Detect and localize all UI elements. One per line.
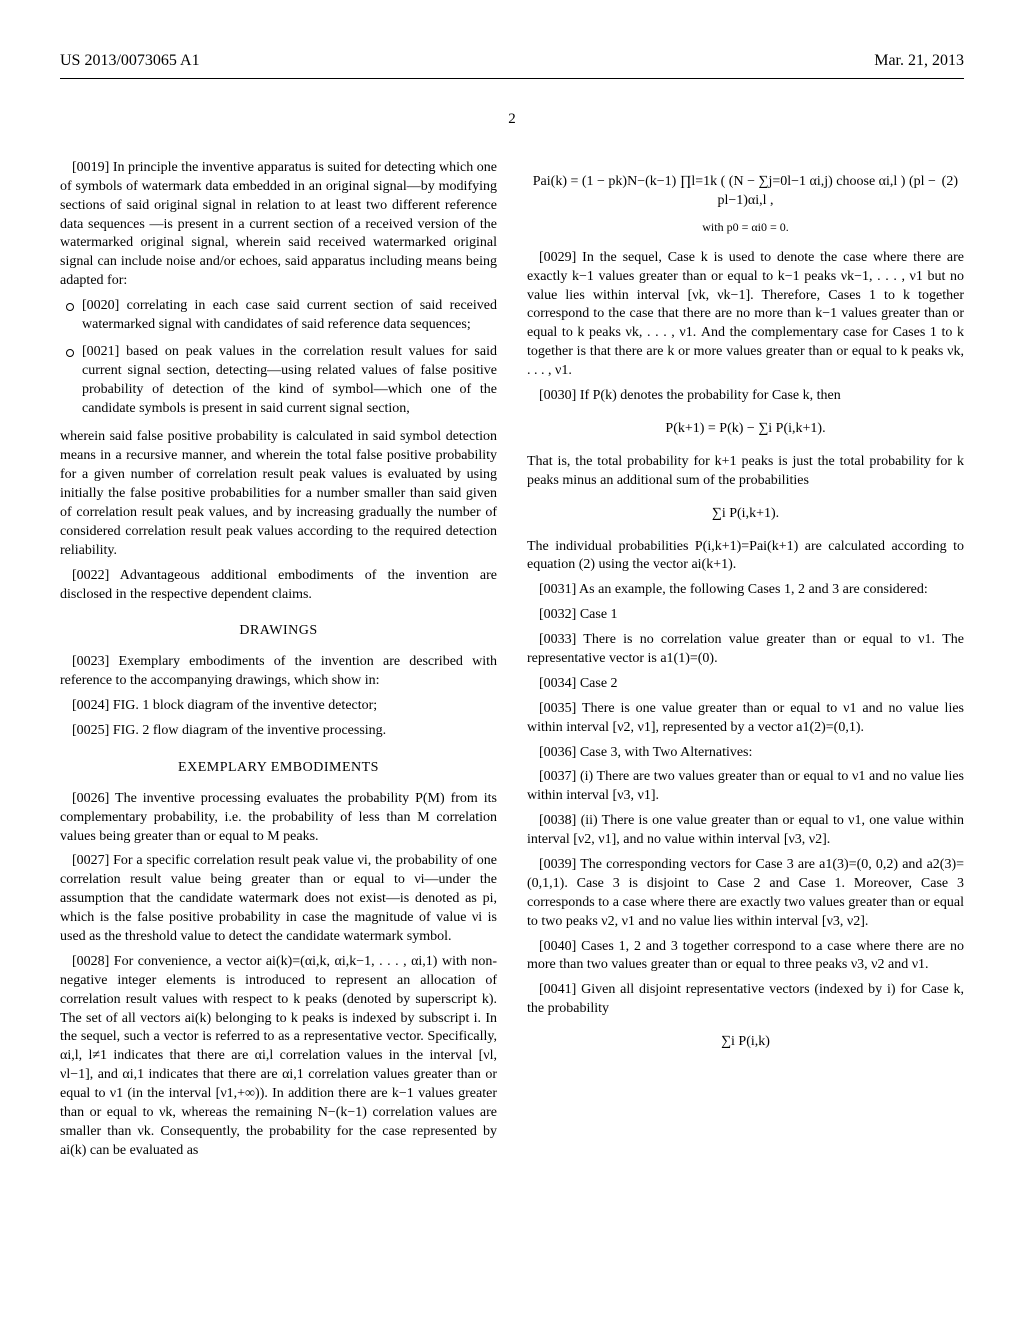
para-0031: [0031] As an example, the following Case…	[527, 581, 964, 600]
para-0029: [0029] In the sequel, Case k is used to …	[527, 249, 964, 381]
publication-date: Mar. 21, 2013	[874, 50, 964, 72]
para-0023: [0023] Exemplary embodiments of the inve…	[60, 653, 497, 691]
equation-2-number: (2)	[942, 173, 958, 192]
para-0022: [0022] Advantageous additional embodimen…	[60, 567, 497, 605]
para-after-pk1: That is, the total probability for k+1 p…	[527, 453, 964, 491]
para-0026: [0026] The inventive processing evaluate…	[60, 790, 497, 847]
para-0036: [0036] Case 3, with Two Alternatives:	[527, 744, 964, 763]
para-0033: [0033] There is no correlation value gre…	[527, 631, 964, 669]
para-0030: [0030] If P(k) denotes the probability f…	[527, 387, 964, 406]
equation-pk1: P(k+1) = P(k) − ∑i P(i,k+1).	[527, 420, 964, 439]
para-0039: [0039] The corresponding vectors for Cas…	[527, 856, 964, 932]
para-after-bullets: wherein said false positive probability …	[60, 428, 497, 560]
para-0038: [0038] (ii) There is one value greater t…	[527, 812, 964, 850]
right-column: (2) Pai(k) = (1 − pk)N−(k−1) ∏l=1k ( (N …	[527, 159, 964, 1167]
para-0028: [0028] For convenience, a vector ai(k)=(…	[60, 953, 497, 1161]
para-0021: [0021] based on peak values in the corre…	[82, 343, 497, 419]
bullet-list: [0020] correlating in each case said cur…	[82, 297, 497, 418]
para-0035: [0035] There is one value greater than o…	[527, 700, 964, 738]
equation-2: (2) Pai(k) = (1 − pk)N−(k−1) ∏l=1k ( (N …	[527, 173, 964, 211]
para-0025: [0025] FIG. 2 flow diagram of the invent…	[60, 722, 497, 741]
drawings-heading: DRAWINGS	[60, 622, 497, 641]
para-0020: [0020] correlating in each case said cur…	[82, 297, 497, 335]
equation-2-condition: with p0 = αi0 = 0.	[527, 219, 964, 235]
para-0041: [0041] Given all disjoint representative…	[527, 981, 964, 1019]
equation-sum-pik: ∑i P(i,k)	[527, 1033, 964, 1052]
publication-number: US 2013/0073065 A1	[60, 50, 200, 72]
para-0019: [0019] In principle the inventive appara…	[60, 159, 497, 291]
para-0032: [0032] Case 1	[527, 606, 964, 625]
equation-2-body: Pai(k) = (1 − pk)N−(k−1) ∏l=1k ( (N − ∑j…	[533, 174, 936, 208]
para-0024: [0024] FIG. 1 block diagram of the inven…	[60, 697, 497, 716]
para-0037: [0037] (i) There are two values greater …	[527, 768, 964, 806]
para-0040: [0040] Cases 1, 2 and 3 together corresp…	[527, 938, 964, 976]
para-0027: [0027] For a specific correlation result…	[60, 852, 497, 946]
left-column: [0019] In principle the inventive appara…	[60, 159, 497, 1167]
header-rule	[60, 78, 964, 79]
equation-sum-pik1: ∑i P(i,k+1).	[527, 505, 964, 524]
page-number: 2	[60, 109, 964, 129]
para-after-sum: The individual probabilities P(i,k+1)=Pa…	[527, 538, 964, 576]
para-0034: [0034] Case 2	[527, 675, 964, 694]
exemplary-heading: EXEMPLARY EMBODIMENTS	[60, 759, 497, 778]
